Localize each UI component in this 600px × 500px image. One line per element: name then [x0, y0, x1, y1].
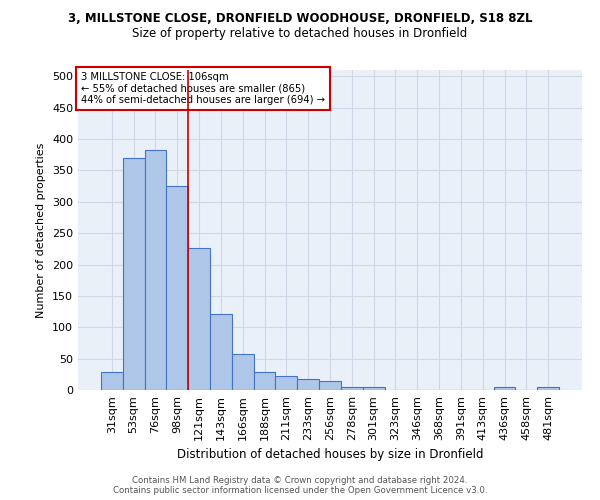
Bar	[232, 354, 254, 390]
Text: Size of property relative to detached houses in Dronfield: Size of property relative to detached ho…	[133, 28, 467, 40]
Bar	[188, 248, 210, 390]
Bar	[166, 186, 188, 390]
Bar	[319, 380, 341, 390]
Bar	[254, 372, 275, 390]
Text: 3 MILLSTONE CLOSE: 106sqm
← 55% of detached houses are smaller (865)
44% of semi: 3 MILLSTONE CLOSE: 106sqm ← 55% of detac…	[80, 72, 325, 105]
Y-axis label: Number of detached properties: Number of detached properties	[37, 142, 46, 318]
Bar	[123, 158, 145, 390]
Bar	[341, 387, 363, 390]
Bar	[101, 372, 123, 390]
Bar	[537, 387, 559, 390]
Bar	[363, 387, 385, 390]
Text: Contains HM Land Registry data © Crown copyright and database right 2024.
Contai: Contains HM Land Registry data © Crown c…	[113, 476, 487, 495]
Bar	[494, 387, 515, 390]
X-axis label: Distribution of detached houses by size in Dronfield: Distribution of detached houses by size …	[177, 448, 483, 462]
Bar	[210, 314, 232, 390]
Bar	[275, 376, 297, 390]
Text: 3, MILLSTONE CLOSE, DRONFIELD WOODHOUSE, DRONFIELD, S18 8ZL: 3, MILLSTONE CLOSE, DRONFIELD WOODHOUSE,…	[68, 12, 532, 26]
Bar	[297, 380, 319, 390]
Bar	[145, 150, 166, 390]
